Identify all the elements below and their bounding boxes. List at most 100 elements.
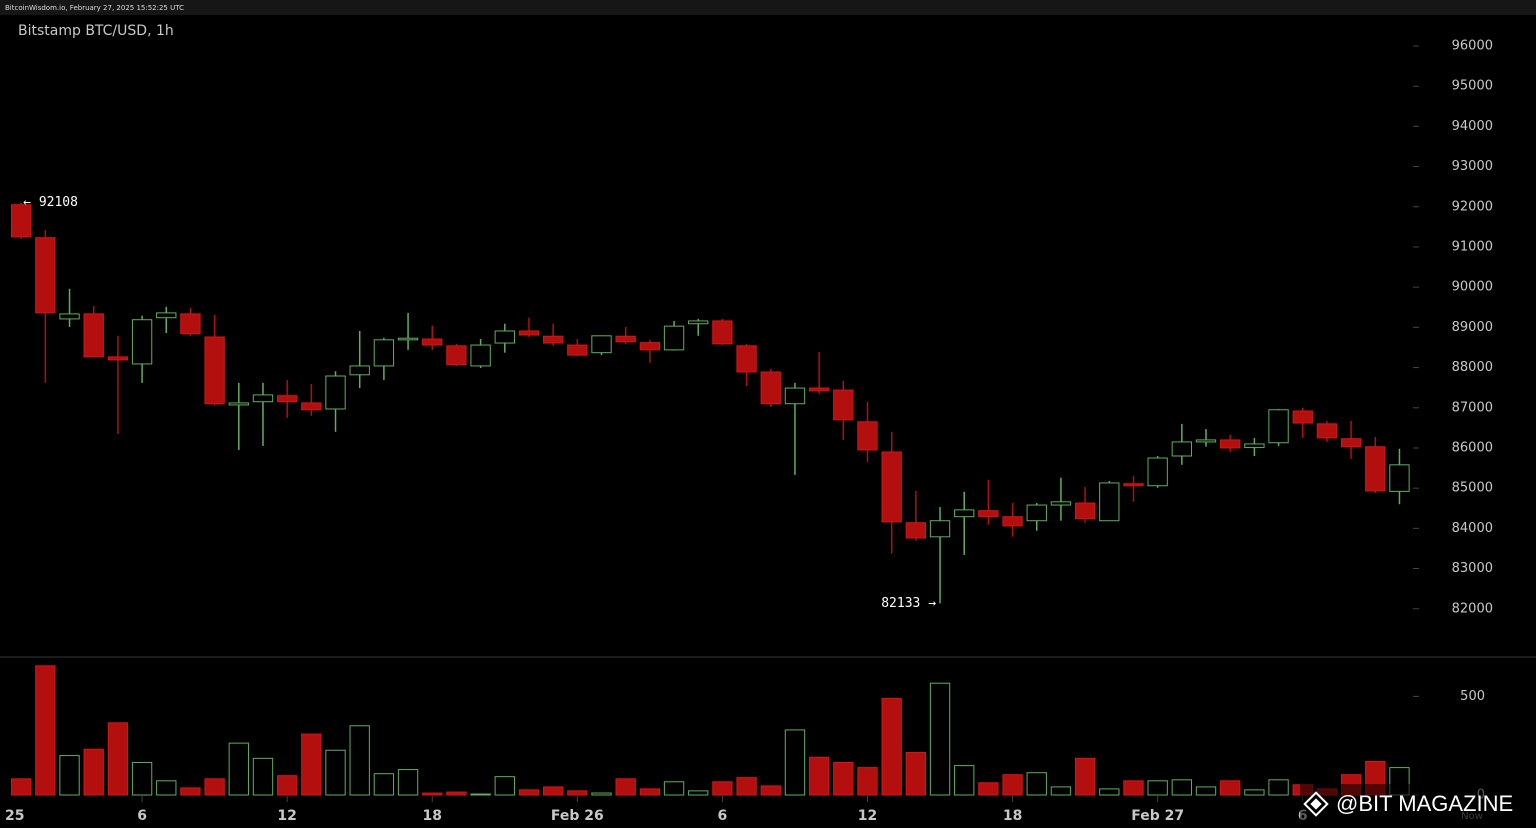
candle-body [1050, 501, 1072, 506]
volume-bar [615, 778, 636, 796]
candle-body [1340, 438, 1362, 448]
y2-tick-label: 500 [1460, 689, 1485, 704]
plot: 82000 83000 84000 85000 86000 87000 88000 89000… [5, 38, 1493, 824]
candle-body [688, 320, 709, 325]
volume-bar [978, 782, 999, 796]
volume-bar [1123, 780, 1144, 796]
candle-body [1220, 439, 1241, 449]
watermark-bg [1300, 784, 1536, 828]
y-tick-label: 88000 [1452, 360, 1493, 375]
candle-body [83, 313, 104, 358]
volume-bar [446, 791, 467, 796]
volume-bar [1050, 786, 1072, 796]
candle-body [204, 336, 225, 405]
candle-body [1171, 441, 1193, 457]
candle-body [1147, 457, 1168, 487]
volume-bar [639, 788, 661, 796]
chart-title: Bitstamp BTC/USD, 1h [18, 23, 174, 39]
volume-bar [107, 722, 129, 796]
candle-body [978, 510, 999, 518]
y-tick-label: 91000 [1452, 239, 1493, 254]
candle-body [349, 365, 370, 376]
candle-body [736, 345, 757, 373]
volume-bar [663, 781, 685, 796]
candle-body [567, 344, 588, 356]
volume-bar [784, 729, 806, 796]
x-tick-label: Feb 27 [1131, 808, 1184, 824]
candle-body [518, 330, 540, 336]
candle-body [929, 520, 951, 538]
candle-body [1026, 504, 1047, 522]
y-tick-label: 95000 [1452, 79, 1493, 94]
candle-body [905, 522, 927, 539]
y-tick-label: 96000 [1452, 38, 1493, 53]
volume-bar [373, 773, 395, 796]
volume-bar [905, 751, 927, 796]
candle-body [1123, 483, 1144, 487]
volume-bar [1268, 779, 1289, 796]
candle-body [446, 345, 467, 366]
volume-bar [59, 755, 80, 796]
y-tick-label: 86000 [1452, 440, 1493, 455]
volume-bar [470, 793, 491, 796]
candle-body [663, 325, 685, 351]
volume-bar [1074, 757, 1096, 796]
volume-bar [204, 778, 225, 796]
volume-bar [180, 787, 201, 796]
y-tick-label: 84000 [1452, 521, 1493, 536]
candle-body [59, 313, 80, 320]
watermark-text: @BIT MAGAZINE [1336, 791, 1513, 816]
volume-bar [1026, 772, 1047, 796]
volume-bar [252, 757, 274, 796]
candle-body [1389, 464, 1410, 492]
volume-bar [494, 776, 515, 796]
volume-bar [156, 780, 177, 796]
volume-bar [131, 761, 153, 796]
volume-bar [1244, 789, 1265, 796]
watermark-logo [1303, 791, 1329, 817]
candle-body [1365, 446, 1386, 492]
candle-body [11, 204, 32, 238]
x-tick-label: 12 [858, 808, 877, 824]
y-tick-label: 93000 [1452, 159, 1493, 174]
candle-body [857, 421, 878, 451]
x-tick-label: 18 [1003, 808, 1022, 824]
volume-bar [833, 761, 854, 796]
candle-body [542, 335, 564, 344]
candle-body [615, 335, 636, 343]
candle-body [494, 330, 515, 344]
candle-body [107, 356, 129, 361]
candle-body [881, 451, 902, 523]
y-tick-label: 92000 [1452, 199, 1493, 214]
candle-body [252, 394, 274, 403]
y-tick-label: 94000 [1452, 119, 1493, 134]
y-tick-label: 90000 [1452, 280, 1493, 295]
volume-bar [881, 697, 902, 796]
candle-body [1099, 482, 1120, 522]
volume-bar [83, 748, 104, 796]
volume-bar [857, 767, 878, 796]
volume-bar [954, 765, 975, 796]
volume-bar [228, 742, 249, 796]
y-tick-label: 87000 [1452, 400, 1493, 415]
volume-bar [422, 792, 443, 796]
x-tick-label: 6 [137, 808, 147, 824]
volume-bar [301, 733, 322, 796]
volume-bar [1147, 780, 1168, 796]
volume-bar [1171, 779, 1193, 796]
candle-body [1002, 516, 1023, 527]
candle-body [156, 312, 177, 319]
volume-bar [325, 749, 346, 796]
annotation: 82133 → [881, 596, 936, 611]
x-tick-label: 25 [5, 808, 24, 824]
candle-body [301, 402, 322, 411]
candle-body [1268, 409, 1289, 444]
volume-bar [397, 769, 419, 796]
volume-bar [35, 665, 56, 796]
watermark: @BIT MAGAZINE [1300, 784, 1536, 828]
volume-bar [567, 790, 588, 796]
volume-bar [760, 785, 781, 796]
candle-body [325, 375, 346, 410]
